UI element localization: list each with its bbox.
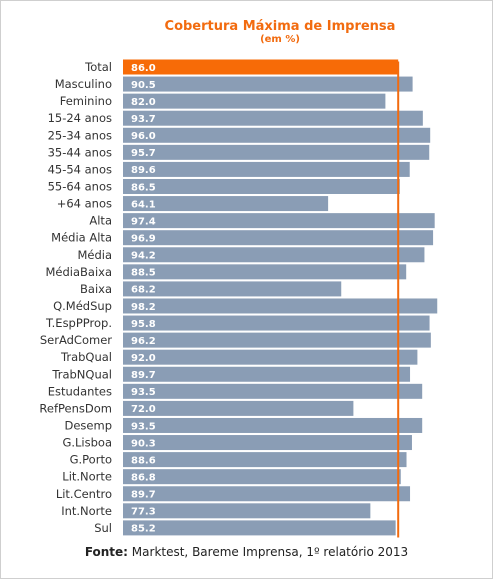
value-label-2: 82.0 [131,97,156,108]
bar-5 [123,144,430,160]
category-label-15: T.EspPProp. [45,316,112,330]
category-label-2: Feminino [60,94,112,108]
category-label-1: Masculino [55,77,112,91]
category-label-4: 25-34 anos [48,128,112,142]
value-label-27: 85.2 [131,524,156,535]
value-label-9: 97.4 [131,216,156,227]
chart-title: Cobertura Máxima de Imprensa [164,19,396,34]
value-label-15: 95.8 [131,319,156,330]
bar-14 [123,298,438,314]
value-label-17: 92.0 [131,353,156,364]
bar-24 [123,469,401,485]
bar-1 [123,76,413,92]
category-label-21: Desemp [65,418,113,432]
bar-10 [123,230,434,246]
category-label-18: TrabNQual [51,367,112,381]
bar-6 [123,161,410,177]
value-label-3: 93.7 [131,114,156,125]
bar-0 [123,59,399,75]
category-label-26: Int.Norte [61,504,112,518]
category-label-25: Lit.Centro [56,487,112,501]
value-label-19: 93.5 [131,387,156,398]
category-label-14: Q.MédSup [53,299,112,313]
bar-11 [123,247,425,263]
category-label-12: MédiaBaixa [45,265,112,279]
category-label-3: 15-24 anos [48,111,112,125]
source-note: Fonte: Marktest, Bareme Imprensa, 1º rel… [0,545,493,559]
category-label-13: Baixa [80,282,112,296]
value-label-5: 95.7 [131,148,156,159]
bar-20 [123,400,354,416]
bar-9 [123,213,435,229]
bar-26 [123,503,371,519]
bar-4 [123,127,431,143]
category-label-6: 45-54 anos [48,162,112,176]
category-label-8: +64 anos [57,197,112,211]
bar-3 [123,110,423,126]
value-label-20: 72.0 [131,404,156,415]
category-label-9: Alta [89,214,112,228]
bar-22 [123,435,412,451]
chart-subtitle: (em %) [260,34,300,45]
bar-17 [123,349,418,365]
value-label-16: 96.2 [131,336,156,347]
value-label-24: 86.8 [131,472,156,483]
category-label-19: Estudantes [48,384,112,398]
value-label-0: 86.0 [131,63,156,74]
category-label-10: Média Alta [51,231,112,245]
value-label-22: 90.3 [131,438,156,449]
bar-2 [123,93,386,109]
bar-23 [123,452,407,468]
category-label-16: SerAdComer [40,333,112,347]
value-label-18: 89.7 [131,370,156,381]
value-label-12: 88.5 [131,268,156,279]
value-label-10: 96.9 [131,234,156,245]
value-label-1: 90.5 [131,80,156,91]
value-label-7: 86.5 [131,182,156,193]
value-label-4: 96.0 [131,131,156,142]
bar-8 [123,196,329,212]
value-label-23: 88.6 [131,455,156,466]
value-label-6: 89.6 [131,165,156,176]
category-label-20: RefPensDom [39,401,112,415]
category-label-24: Lit.Norte [62,470,112,484]
bar-16 [123,332,431,348]
bar-15 [123,315,430,331]
source-label: Fonte: [84,545,128,559]
value-label-14: 98.2 [131,302,156,313]
bar-18 [123,366,411,382]
bar-7 [123,178,400,194]
bar-13 [123,281,342,297]
value-label-25: 89.7 [131,490,156,501]
category-label-23: G.Porto [70,453,112,467]
value-label-13: 68.2 [131,285,156,296]
value-label-26: 77.3 [131,507,156,518]
category-label-22: G.Lisboa [62,436,112,450]
source-text: Marktest, Bareme Imprensa, 1º relatório … [127,545,409,559]
bar-19 [123,383,423,399]
bar-12 [123,264,407,280]
value-label-21: 93.5 [131,421,156,432]
category-label-27: Sul [94,521,112,535]
value-label-11: 94.2 [131,251,156,262]
category-label-5: 35-44 anos [48,145,112,159]
category-label-0: Total [84,60,112,74]
category-label-11: Média [77,248,112,262]
bar-27 [123,520,396,536]
bar-chart: Total 86.0 Masculino 90.5 Feminino 82.0 15-24 … [39,59,438,538]
category-label-7: 55-64 anos [48,179,112,193]
bar-25 [123,486,411,502]
value-label-8: 64.1 [131,199,156,210]
category-label-17: TrabQual [60,350,112,364]
bar-21 [123,417,423,433]
